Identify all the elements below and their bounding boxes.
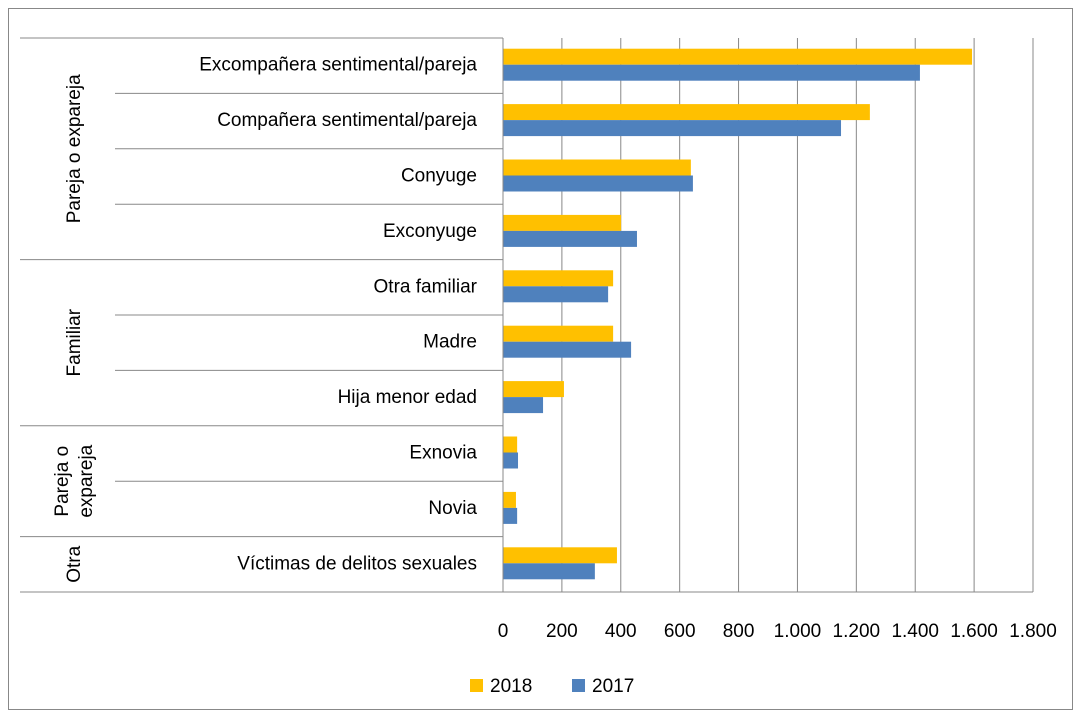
bar — [503, 159, 691, 176]
bar — [503, 507, 518, 524]
y-tick-label: Exnovia — [409, 443, 477, 464]
y-tick-label: Víctimas de delitos sexuales — [237, 553, 477, 574]
group-label: Pareja o expareja — [64, 74, 85, 223]
bar — [503, 563, 595, 580]
bar — [503, 286, 609, 303]
bar — [503, 270, 614, 287]
y-tick-label: Novia — [428, 498, 477, 519]
bar — [503, 175, 693, 192]
group-label: Familiar — [64, 308, 85, 376]
bar — [503, 48, 973, 65]
bar — [503, 491, 516, 508]
group-label: Pareja o — [52, 446, 73, 517]
group-label: Otra — [64, 545, 85, 582]
y-tick-label: Compañera sentimental/pareja — [217, 110, 477, 131]
x-tick-label: 200 — [546, 621, 578, 642]
y-tick-label: Otra familiar — [374, 276, 478, 297]
x-tick-label: 1.800 — [1009, 621, 1057, 642]
x-tick-label: 0 — [498, 621, 509, 642]
group-label: expareja — [76, 444, 97, 517]
legend-swatch — [572, 679, 585, 692]
bar — [503, 341, 632, 358]
bar — [503, 230, 637, 247]
x-tick-label: 1.000 — [774, 621, 822, 642]
x-tick-label: 600 — [664, 621, 696, 642]
x-tick-label: 400 — [605, 621, 637, 642]
y-tick-label: Excompañera sentimental/pareja — [199, 55, 477, 76]
x-tick-label: 1.400 — [891, 621, 939, 642]
bar — [503, 547, 617, 564]
legend-label: 2018 — [490, 676, 532, 697]
x-tick-label: 800 — [723, 621, 755, 642]
x-tick-label: 1.200 — [833, 621, 881, 642]
legend-swatch — [470, 679, 483, 692]
bar — [503, 120, 842, 137]
y-tick-label: Conyuge — [401, 166, 477, 187]
bar — [503, 104, 870, 121]
y-tick-label: Madre — [423, 332, 477, 353]
x-tick-label: 1.600 — [950, 621, 998, 642]
bar — [503, 64, 920, 81]
bar — [503, 214, 622, 231]
y-tick-label: Hija menor edad — [338, 387, 477, 408]
legend-label: 2017 — [592, 676, 634, 697]
bar — [503, 325, 614, 342]
bar — [503, 436, 518, 453]
bar — [503, 381, 564, 398]
bar — [503, 452, 519, 469]
y-tick-label: Exconyuge — [383, 221, 477, 242]
bar — [503, 397, 544, 414]
